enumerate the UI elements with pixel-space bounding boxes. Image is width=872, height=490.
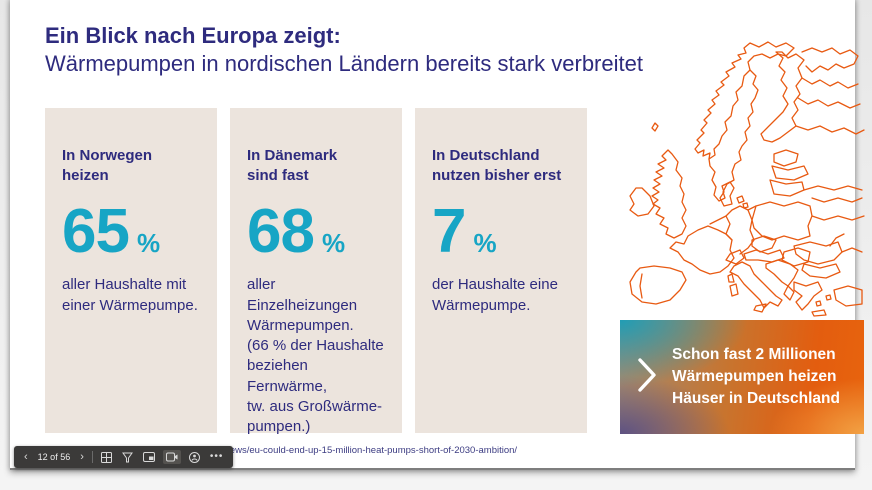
- presenter-icon[interactable]: [187, 450, 202, 465]
- card-heading: In Deutschland nutzen bisher erst: [432, 147, 562, 185]
- card-body: der Haushalte eine Wärmepumpe.: [432, 276, 558, 314]
- toolbar-divider: [91, 451, 93, 463]
- previous-slide-button[interactable]: ‹: [24, 450, 28, 463]
- stat-value: 7: [432, 196, 466, 266]
- stat-card-germany: In Deutschland nutzen bisher erst 7 % de…: [415, 108, 587, 433]
- stat-figure: 68 %: [247, 196, 387, 266]
- page-indicator: 12 of 56: [37, 452, 71, 462]
- source-link[interactable]: -resources/news/eu-could-end-up-15-milli…: [177, 445, 518, 456]
- slide-title: Ein Blick nach Europa zeigt: Wärmepumpen…: [45, 22, 643, 78]
- stat-figure: 65 %: [62, 196, 202, 266]
- stat-cards: In Norwegen heizen 65 % aller Haushalte …: [45, 108, 587, 435]
- stat-unit: %: [136, 227, 161, 258]
- stat-figure: 7 %: [432, 196, 572, 266]
- title-line-2: Wärmepumpen in nordischen Ländern bereit…: [45, 51, 643, 77]
- chevron-right-icon: [636, 357, 658, 398]
- stat-unit: %: [321, 227, 346, 258]
- funnel-pointer-icon[interactable]: [120, 450, 135, 465]
- grid-view-icon[interactable]: [99, 450, 114, 465]
- picture-in-picture-icon[interactable]: [141, 450, 157, 464]
- cta-text: Schon fast 2 Millionen Wärmepumpen heize…: [672, 346, 840, 407]
- cta-banner: Schon fast 2 Millionen Wärmepumpen heize…: [620, 320, 864, 434]
- camera-icon[interactable]: [162, 450, 181, 464]
- card-heading: In Dänemark sind fast: [247, 147, 338, 185]
- stat-value: 68: [247, 196, 315, 266]
- stat-card-norway: In Norwegen heizen 65 % aller Haushalte …: [45, 108, 217, 433]
- card-body: aller Einzelheizungen Wärmepumpen. (66 %…: [247, 276, 384, 436]
- europe-outline-map: [626, 38, 865, 318]
- next-slide-button[interactable]: ›: [80, 450, 84, 463]
- stat-value: 65: [62, 196, 130, 266]
- title-line-1: Ein Blick nach Europa zeigt:: [45, 23, 341, 48]
- stat-card-denmark: In Dänemark sind fast 68 % aller Einzelh…: [230, 108, 402, 435]
- stat-unit: %: [473, 227, 497, 258]
- card-body: aller Haushalte mit einer Wärmepumpe.: [62, 276, 198, 314]
- card-heading: In Norwegen heizen: [62, 147, 153, 185]
- slide-page: Ein Blick nach Europa zeigt: Wärmepumpen…: [10, 0, 865, 470]
- more-options-icon[interactable]: •••: [209, 451, 224, 462]
- viewer-toolbar: ‹ 12 of 56 › •••: [14, 446, 234, 468]
